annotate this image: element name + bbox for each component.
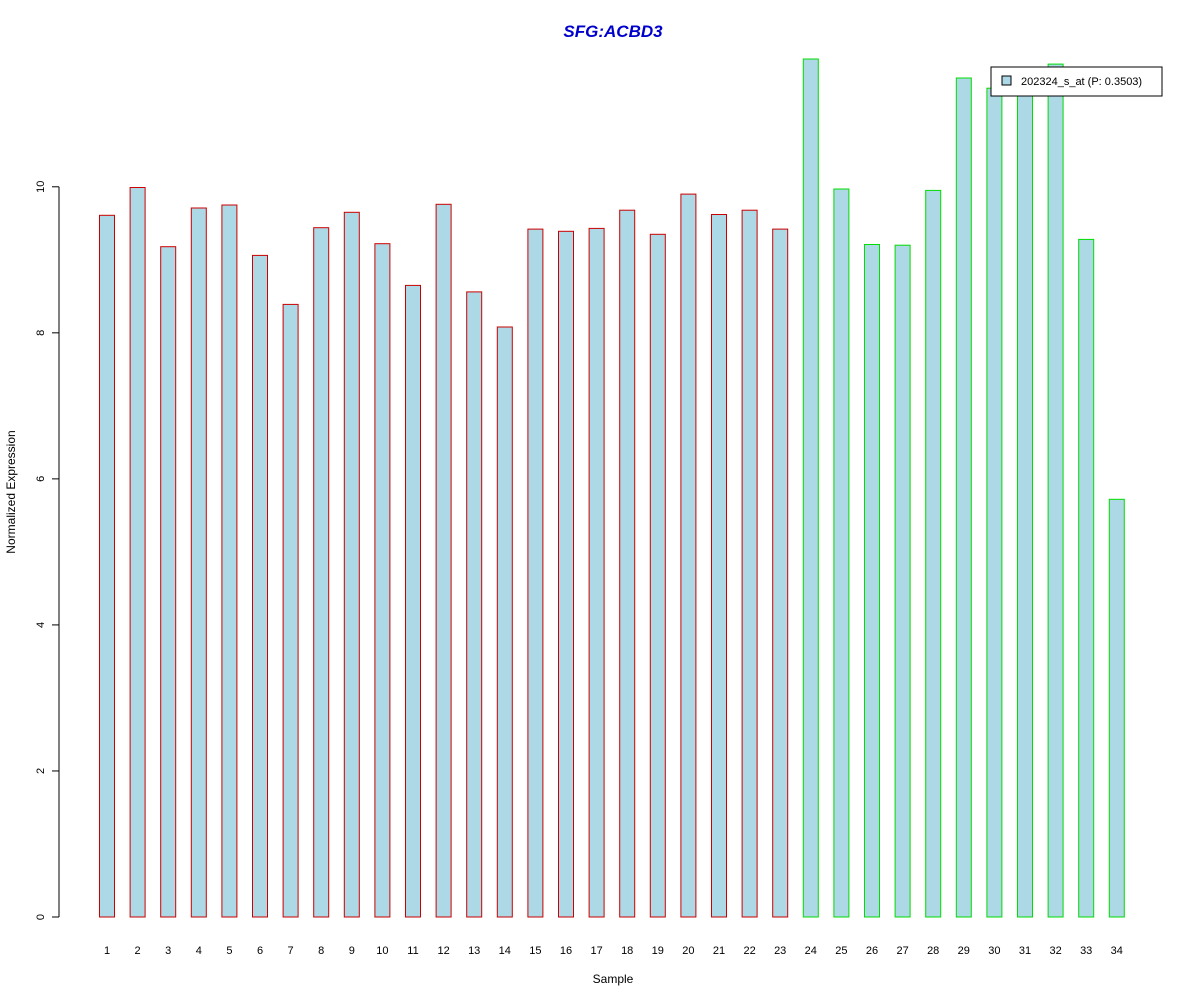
bar [99,214,115,918]
x-tick-label: 24 [805,945,817,957]
x-tick-label: 18 [621,945,633,957]
x-tick-label: 26 [866,945,878,957]
bar [772,228,789,918]
bar [741,209,758,918]
bar [313,227,330,918]
y-axis-label: Normalized Expression [4,430,18,553]
bar [374,243,391,918]
x-tick-label: 20 [682,945,694,957]
bar [221,204,238,918]
bar [252,254,268,918]
x-tick-label: 13 [468,945,480,957]
bar [466,291,483,918]
bar [711,214,727,918]
x-tick-label: 32 [1049,945,1061,957]
bar [1078,238,1095,918]
bars [99,58,1125,918]
bar [527,228,544,918]
bar [986,87,1003,918]
bar [588,227,605,918]
legend: 202324_s_at (P: 0.3503) [990,66,1163,97]
x-tick-label: 7 [288,945,294,957]
x-tick-label: 31 [1019,945,1031,957]
x-tick-label: 16 [560,945,572,957]
x-tick-label: 6 [257,945,263,957]
x-tick-label: 11 [407,945,418,957]
bar [435,203,452,918]
bar [864,244,880,918]
x-tick-label: 29 [958,945,970,957]
x-tick-label: 12 [437,945,449,957]
bar [955,77,972,918]
bar [619,209,636,918]
y-tick-label: 8 [35,330,47,336]
x-tick-label: 10 [376,945,388,957]
x-tick-label: 3 [165,945,171,957]
bar [894,244,911,918]
x-tick-label: 2 [135,945,141,957]
x-tick-label: 21 [713,945,725,957]
bar [343,211,360,918]
x-tick-label: 34 [1111,945,1123,957]
legend-label: 202324_s_at (P: 0.3503) [1021,76,1142,88]
x-tick-label: 17 [590,945,602,957]
bar [1017,87,1033,918]
y-tick-label: 4 [35,622,47,628]
bar [129,187,146,918]
x-tick-label: 15 [529,945,541,957]
bar [802,58,819,918]
x-tick-label: 28 [927,945,939,957]
bar [649,233,666,918]
x-tick-label: 5 [226,945,232,957]
bar [1108,498,1125,918]
x-tick-label: 23 [774,945,786,957]
bar [558,230,574,918]
bar [282,303,299,918]
x-tick-label: 9 [349,945,355,957]
y-tick-label: 0 [35,914,47,920]
x-tick-label: 22 [743,945,755,957]
x-tick-label: 19 [652,945,664,957]
x-tick-labels: 1 2 3 4 5 6 7 8 9 10 11 12 13 14 15 16 17 18 19 20 21 22 23 24 2… [104,945,1123,957]
bar [405,284,421,918]
bar [833,188,850,918]
bar [925,189,942,918]
bar [190,207,207,918]
x-tick-label: 8 [318,945,324,957]
legend-swatch [1001,75,1012,86]
x-tick-label: 27 [896,945,908,957]
bar [160,246,177,918]
x-tick-label: 30 [988,945,1000,957]
bar [680,193,697,918]
y-tick-label: 10 [35,181,47,193]
y-tick-label: 2 [35,768,47,774]
chart-title: SFG:ACBD3 [563,22,663,41]
x-tick-label: 4 [196,945,202,957]
x-tick-label: 1 [104,945,110,957]
bar [496,326,513,918]
legend-box [990,66,1163,97]
x-axis-label: Sample [593,972,634,986]
bar [1047,63,1064,918]
x-tick-label: 33 [1080,945,1092,957]
x-tick-label: 25 [835,945,847,957]
y-axis: 0 2 4 6 8 10 [35,181,60,920]
x-tick-label: 14 [499,945,511,957]
y-tick-label: 6 [35,476,47,482]
